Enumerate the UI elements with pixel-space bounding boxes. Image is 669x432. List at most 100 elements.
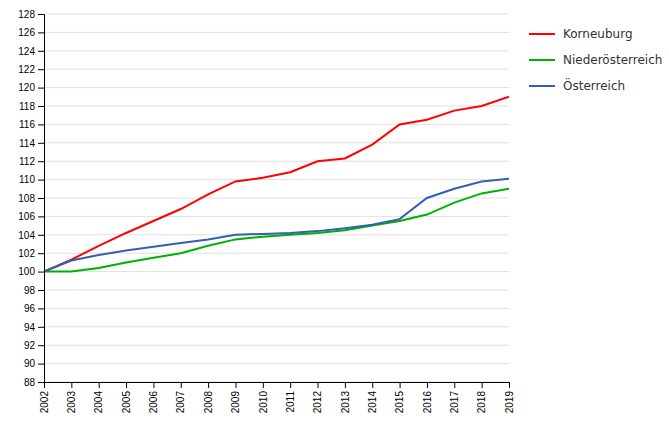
y-tick-mark [38, 327, 44, 328]
grid-line [44, 308, 509, 309]
y-tick-label: 98 [24, 285, 36, 296]
x-tick: 2002 [39, 382, 50, 413]
y-axis: 8890929496981001021041061081101121141161… [18, 9, 44, 388]
y-tick: 98 [24, 285, 44, 296]
y-axis-line [38, 15, 45, 383]
x-tick-mark [454, 382, 455, 388]
y-tick-mark [38, 235, 44, 236]
x-tick-label: 2015 [394, 391, 405, 414]
y-tick-label: 94 [24, 322, 36, 333]
y-tick-label: 114 [19, 138, 35, 149]
y-tick-label: 116 [19, 119, 35, 130]
grid-line [44, 14, 509, 15]
x-tick: 2004 [93, 382, 104, 413]
x-tick: 2019 [504, 382, 515, 413]
x-tick: 2014 [367, 382, 378, 413]
legend-swatch [529, 85, 555, 87]
y-tick: 116 [19, 119, 44, 130]
y-tick: 108 [18, 193, 44, 204]
y-tick-label: 124 [18, 46, 35, 57]
x-tick-label: 2014 [367, 391, 378, 414]
grid-line [44, 32, 509, 33]
grid-line [44, 216, 509, 217]
x-tick-mark [235, 382, 236, 388]
x-tick-label: 2012 [312, 391, 323, 414]
y-tick-mark [38, 345, 44, 346]
x-tick-label: 2018 [476, 391, 487, 414]
y-tick: 120 [18, 82, 44, 93]
x-tick-label: 2005 [121, 391, 132, 414]
x-tick-label: 2004 [93, 391, 104, 414]
x-tick-mark [427, 382, 428, 388]
x-tick: 2005 [121, 382, 132, 413]
grid-line [44, 124, 509, 125]
y-tick-mark [38, 32, 44, 33]
y-tick-label: 96 [24, 303, 36, 314]
x-tick-mark [208, 382, 209, 388]
y-tick: 112 [19, 156, 44, 167]
x-tick: 2007 [175, 382, 186, 413]
grid-line [44, 106, 509, 107]
x-tick-label: 2008 [203, 391, 214, 414]
y-tick-mark [38, 106, 44, 107]
y-tick-mark [38, 198, 44, 199]
x-tick-label: 2009 [230, 391, 241, 414]
x-tick-label: 2002 [39, 391, 50, 414]
y-tick-label: 90 [24, 358, 36, 369]
x-tick-label: 2019 [504, 391, 515, 414]
y-tick-mark [38, 216, 44, 217]
y-tick: 102 [18, 248, 44, 259]
legend-item: Korneuburg [529, 27, 633, 41]
x-tick: 2009 [230, 382, 241, 413]
y-tick: 100 [18, 266, 44, 277]
y-tick-mark [38, 382, 44, 383]
x-tick-mark [345, 382, 346, 388]
x-tick-mark [99, 382, 100, 388]
x-tick: 2016 [422, 382, 433, 413]
x-tick: 2010 [258, 382, 269, 413]
lines [44, 97, 509, 272]
x-tick-label: 2011 [285, 391, 296, 413]
y-tick-label: 92 [24, 340, 36, 351]
y-tick: 126 [18, 27, 44, 38]
y-tick-label: 118 [19, 101, 35, 112]
grid-line [44, 142, 509, 143]
legend: Korneuburg Niederösterreich Österreich [529, 27, 662, 93]
y-tick-label: 128 [18, 9, 35, 20]
y-tick-label: 102 [18, 248, 35, 259]
legend-swatch [529, 33, 555, 35]
y-tick: 124 [18, 46, 44, 57]
series-line [44, 97, 509, 272]
grid-line [44, 87, 509, 88]
x-tick-label: 2003 [66, 391, 77, 414]
y-tick-label: 120 [18, 82, 35, 93]
legend-item: Österreich [529, 77, 625, 93]
legend-label: Korneuburg [563, 27, 633, 41]
series-line [44, 179, 509, 272]
y-tick: 122 [18, 64, 44, 75]
x-tick-label: 2016 [422, 391, 433, 414]
y-tick-label: 126 [18, 27, 35, 38]
y-tick-label: 112 [19, 156, 35, 167]
x-tick-mark [318, 382, 319, 388]
plot: 2002200320042005200620072008200920102011… [18, 9, 514, 414]
y-tick-label: 106 [18, 211, 35, 222]
y-tick-mark [38, 364, 44, 365]
x-axis: 2002200320042005200620072008200920102011… [39, 382, 515, 413]
y-tick: 106 [18, 211, 44, 222]
x-tick: 2011 [285, 382, 296, 413]
x-tick-mark [290, 382, 291, 388]
y-tick-mark [38, 272, 44, 273]
y-tick-mark [38, 253, 44, 254]
x-tick: 2008 [203, 382, 214, 413]
chart: 2002200320042005200620072008200920102011… [0, 0, 669, 432]
x-tick: 2012 [312, 382, 323, 413]
grid-line [44, 50, 509, 51]
grid [44, 14, 509, 382]
x-tick-label: 2010 [258, 391, 269, 414]
legend-item: Niederösterreich [529, 53, 662, 67]
y-tick: 128 [18, 9, 44, 20]
grid-line [44, 198, 509, 199]
y-tick: 92 [24, 340, 44, 351]
grid-line [44, 363, 509, 364]
